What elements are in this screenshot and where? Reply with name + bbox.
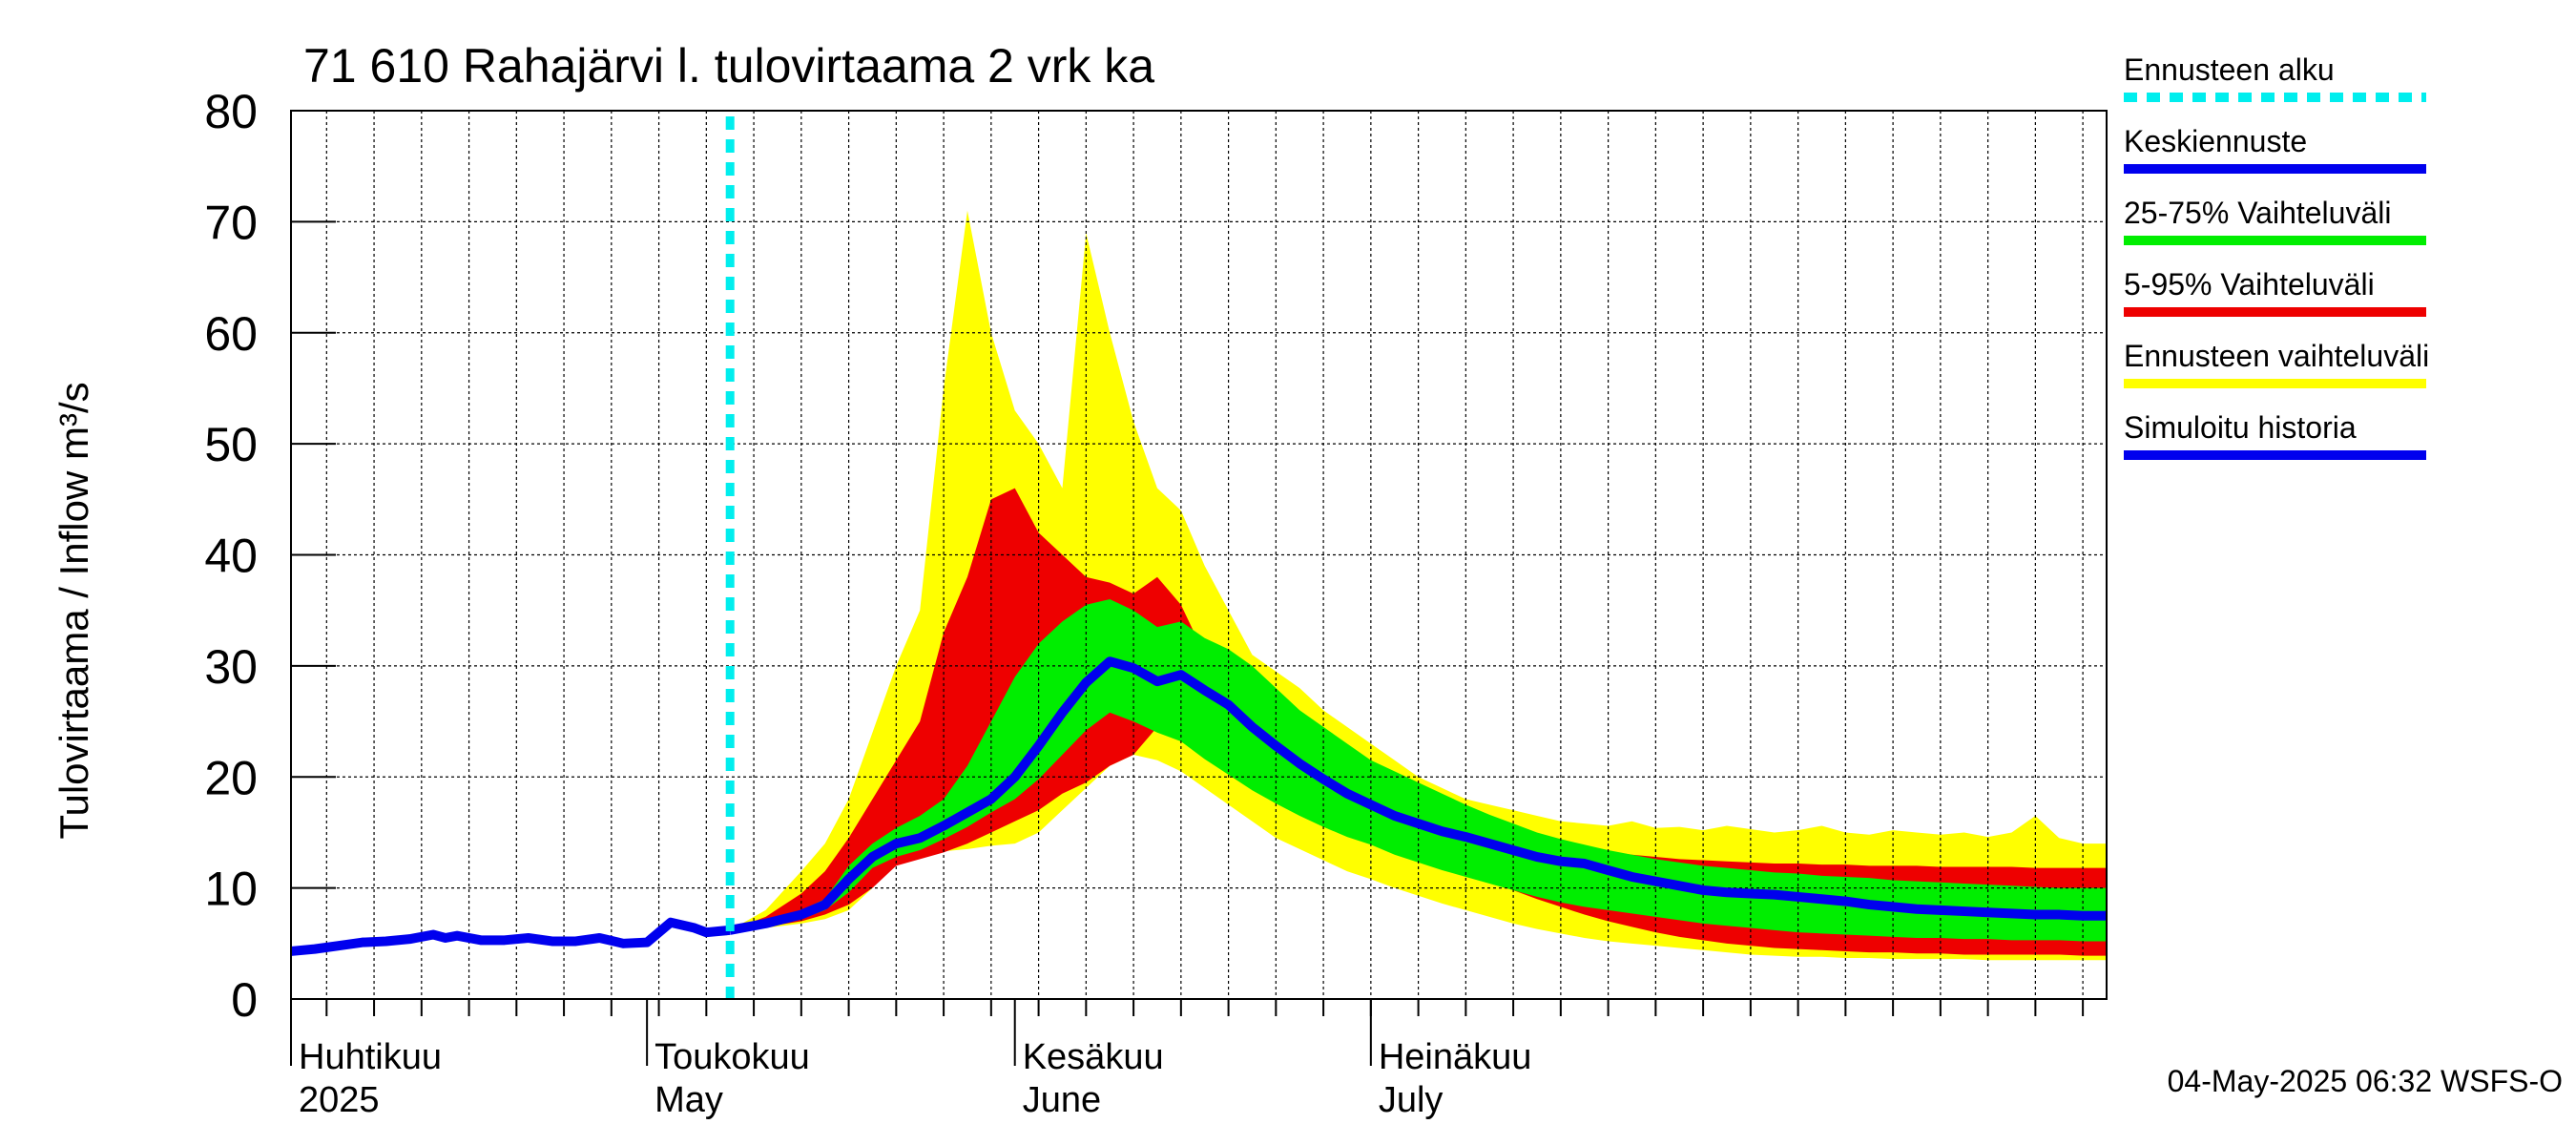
legend-label: Simuloitu historia bbox=[2124, 410, 2357, 445]
x-tick-label-fi: Heinäkuu bbox=[1379, 1037, 1532, 1077]
series-line-median bbox=[729, 656, 2107, 935]
y-tick-label: 10 bbox=[204, 863, 258, 916]
footer-timestamp: 04-May-2025 06:32 WSFS-O bbox=[2168, 1064, 2563, 1098]
series-line-history bbox=[290, 917, 731, 956]
x-tick-label-fi: Toukokuu bbox=[654, 1037, 810, 1077]
y-tick-label: 20 bbox=[204, 751, 258, 804]
x-tick-label-en: June bbox=[1023, 1080, 1101, 1120]
x-tick-label-en: May bbox=[654, 1080, 723, 1120]
legend-label: Ennusteen alku bbox=[2124, 52, 2335, 87]
x-tick-label-en: July bbox=[1379, 1080, 1444, 1120]
x-tick-label-en: 2025 bbox=[299, 1080, 380, 1120]
y-tick-label: 50 bbox=[204, 418, 258, 471]
y-tick-label: 70 bbox=[204, 196, 258, 249]
y-tick-label: 40 bbox=[204, 530, 258, 583]
x-tick-label-fi: Kesäkuu bbox=[1023, 1037, 1164, 1077]
grid-lines bbox=[291, 110, 2107, 999]
chart-title: 71 610 Rahajärvi l. tulovirtaama 2 vrk k… bbox=[303, 39, 1154, 93]
legend-label: Ennusteen vaihteluväli bbox=[2124, 339, 2429, 373]
legend-label: 5-95% Vaihteluväli bbox=[2124, 267, 2375, 302]
band-25-75 bbox=[730, 599, 2107, 942]
forecast-bands bbox=[730, 210, 2107, 961]
x-tick-label-fi: Huhtikuu bbox=[299, 1037, 442, 1077]
band-5-95 bbox=[730, 488, 2107, 956]
legend: Ennusteen alku Keskiennuste 25-75% Vaihtel… bbox=[2124, 52, 2429, 460]
y-tick-label: 0 bbox=[231, 973, 258, 1027]
y-tick-label: 80 bbox=[204, 85, 258, 138]
y-axis-label: Tulovirtaama / Inflow m³/s bbox=[52, 382, 96, 839]
y-tick-label: 60 bbox=[204, 307, 258, 361]
legend-label: Keskiennuste bbox=[2124, 124, 2307, 158]
legend-label: 25-75% Vaihteluväli bbox=[2124, 196, 2391, 230]
y-tick-label: 30 bbox=[204, 640, 258, 694]
series-lines bbox=[290, 116, 2107, 999]
